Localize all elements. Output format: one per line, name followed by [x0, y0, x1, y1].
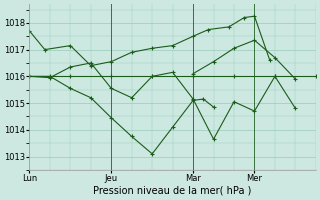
X-axis label: Pression niveau de la mer( hPa ): Pression niveau de la mer( hPa ): [93, 186, 252, 196]
